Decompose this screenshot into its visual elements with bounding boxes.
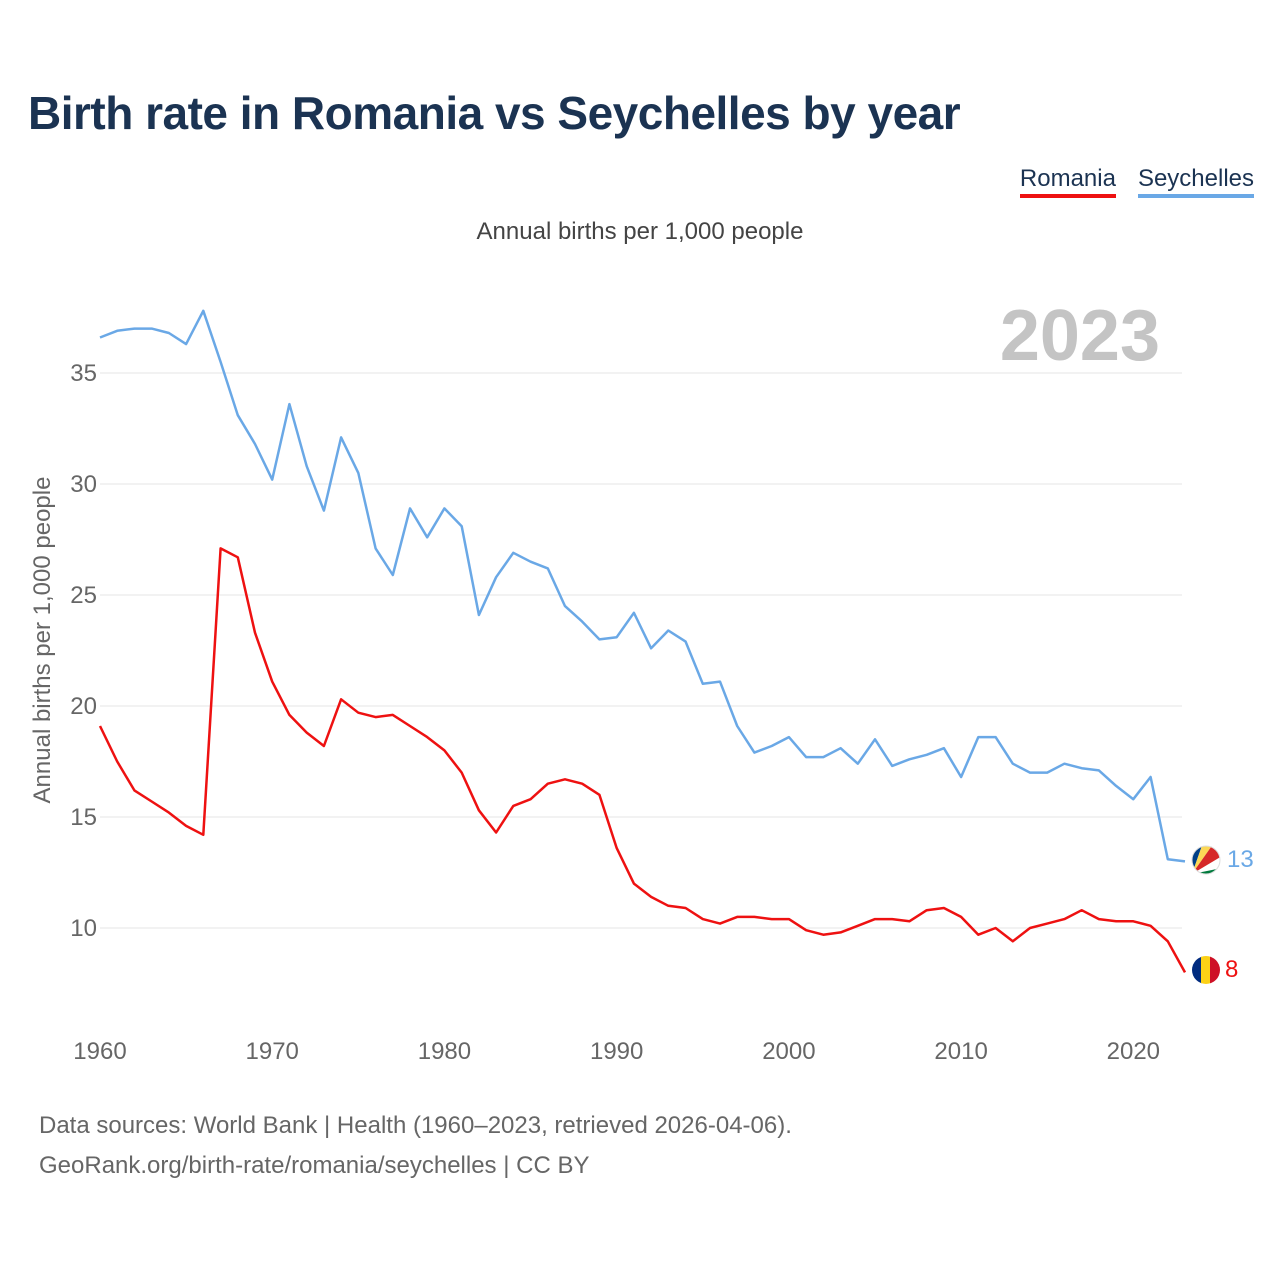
y-tick-label: 30 <box>70 471 97 498</box>
x-tick-label: 1980 <box>418 1038 471 1065</box>
y-axis-label: Annual births per 1,000 people <box>29 477 56 804</box>
x-tick-label: 1970 <box>246 1038 299 1065</box>
chart-title: Birth rate in Romania vs Seychelles by y… <box>28 87 961 139</box>
y-tick-label: 35 <box>70 360 97 387</box>
footer-link[interactable]: GeoRank.org/birth-rate/romania/seychelle… <box>39 1152 590 1179</box>
seychelles-end-label: 13 <box>1227 846 1254 873</box>
legend-item-seychelles[interactable]: Seychelles <box>1137 166 1254 198</box>
year-watermark: 2023 <box>1000 296 1160 376</box>
x-tick-label: 2000 <box>762 1038 815 1065</box>
y-tick-label: 20 <box>70 693 97 720</box>
x-tick-label: 1990 <box>590 1038 643 1065</box>
footer-sources: Data sources: World Bank | Health (1960–… <box>39 1112 792 1139</box>
x-tick-label: 2020 <box>1107 1038 1160 1065</box>
series-line-seychelles[interactable] <box>99 309 1186 863</box>
legend-item-romania[interactable]: Romania <box>1019 166 1116 198</box>
series-line-romania[interactable] <box>98 547 1187 974</box>
y-tick-label: 25 <box>70 582 97 609</box>
x-tick-label: 1960 <box>73 1038 126 1065</box>
y-tick-label: 15 <box>70 804 97 831</box>
romania-flag-icon <box>1192 956 1220 984</box>
line-chart: 10 15 20 25 30 35 1960 1970 1980 1990 2000 2010 202… <box>29 296 1254 1065</box>
footer: Data sources: World Bank | Health (1960–… <box>39 1106 792 1186</box>
x-tick-label: 2010 <box>934 1038 987 1065</box>
chart-subtitle: Annual births per 1,000 people <box>476 218 804 245</box>
romania-end-label: 8 <box>1225 956 1238 983</box>
seychelles-flag-icon <box>1191 845 1221 875</box>
legend: Romania Seychelles <box>1019 166 1254 198</box>
y-tick-label: 10 <box>70 915 97 942</box>
